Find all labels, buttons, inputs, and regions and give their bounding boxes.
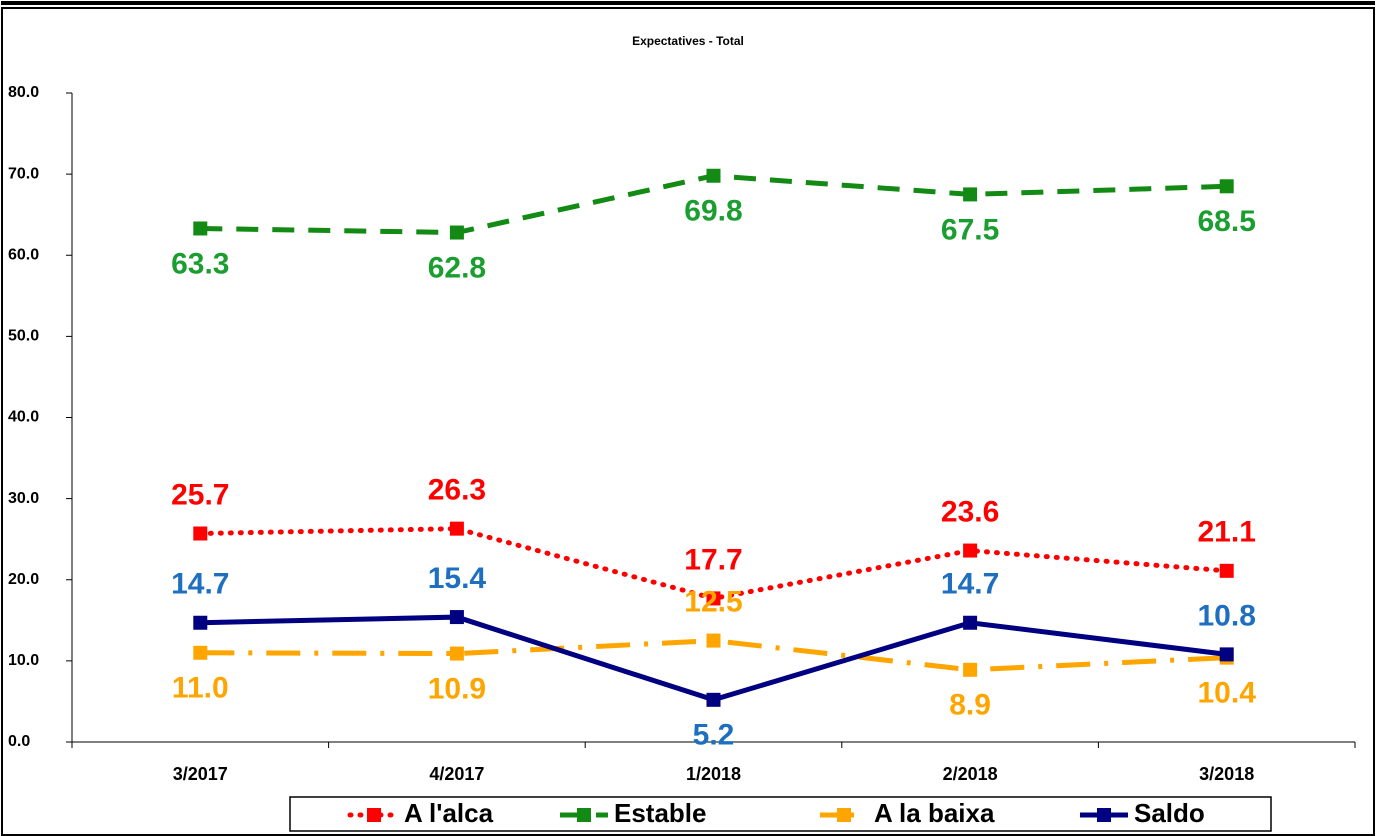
data-label: 12.5 xyxy=(684,586,742,619)
marker xyxy=(449,610,464,625)
marker xyxy=(449,225,464,240)
y-tick-label: 60.0 xyxy=(8,246,39,263)
y-tick-label: 50.0 xyxy=(8,328,39,345)
frame xyxy=(1,7,1375,836)
x-tick-label: 2/2018 xyxy=(943,764,998,784)
marker xyxy=(193,526,208,541)
data-label: 17.7 xyxy=(684,543,742,576)
marker xyxy=(193,221,208,236)
data-label: 68.5 xyxy=(1198,205,1256,238)
data-label: 11.0 xyxy=(172,672,229,705)
chart-title: Expectatives - Total xyxy=(632,34,744,48)
data-label: 67.5 xyxy=(941,213,999,246)
legend-marker xyxy=(367,808,381,822)
data-label: 69.8 xyxy=(684,195,742,228)
marker xyxy=(193,615,208,630)
data-label: 10.9 xyxy=(428,672,486,705)
legend-label: A la baixa xyxy=(874,798,995,828)
legend-marker xyxy=(837,808,851,822)
marker xyxy=(449,646,464,661)
y-tick-label: 80.0 xyxy=(8,84,39,101)
y-tick-label: 70.0 xyxy=(8,165,39,182)
data-label: 8.9 xyxy=(949,689,991,722)
x-tick-label: 4/2017 xyxy=(429,764,484,784)
x-tick-label: 3/2018 xyxy=(1199,764,1254,784)
marker xyxy=(1219,647,1234,662)
marker xyxy=(706,633,721,648)
marker xyxy=(193,645,208,660)
marker xyxy=(963,662,978,677)
data-label: 63.3 xyxy=(171,247,229,280)
data-label: 15.4 xyxy=(428,562,487,595)
data-label: 10.4 xyxy=(1198,677,1257,710)
marker xyxy=(963,543,978,558)
marker xyxy=(963,615,978,630)
data-label: 21.1 xyxy=(1198,516,1256,549)
x-tick-label: 3/2017 xyxy=(173,764,228,784)
series-line xyxy=(200,614,1228,703)
marker xyxy=(706,692,721,707)
y-tick-label: 0.0 xyxy=(8,733,30,750)
legend-marker xyxy=(577,808,591,822)
legend-label: Estable xyxy=(614,798,707,828)
y-tick-label: 30.0 xyxy=(8,490,39,507)
data-label: 5.2 xyxy=(693,719,735,752)
data-label: 14.7 xyxy=(171,568,229,601)
y-tick-label: 10.0 xyxy=(8,652,39,669)
data-label: 62.8 xyxy=(428,251,486,284)
marker xyxy=(449,521,464,536)
legend-label: A l'alca xyxy=(404,798,494,828)
marker xyxy=(706,591,721,606)
frame-top xyxy=(1,1,1375,5)
data-label: 14.7 xyxy=(941,568,999,601)
data-label: 26.3 xyxy=(428,474,486,507)
data-label: 25.7 xyxy=(171,478,229,511)
legend-marker xyxy=(1097,808,1111,822)
y-tick-label: 20.0 xyxy=(8,571,39,588)
marker xyxy=(1219,179,1234,194)
data-label: 23.6 xyxy=(941,495,999,528)
marker xyxy=(706,168,721,183)
marker xyxy=(963,187,978,202)
data-label: 10.8 xyxy=(1198,599,1256,632)
y-tick-label: 40.0 xyxy=(8,409,39,426)
x-tick-label: 1/2018 xyxy=(686,764,741,784)
marker xyxy=(1219,563,1234,578)
legend-label: Saldo xyxy=(1134,798,1205,828)
